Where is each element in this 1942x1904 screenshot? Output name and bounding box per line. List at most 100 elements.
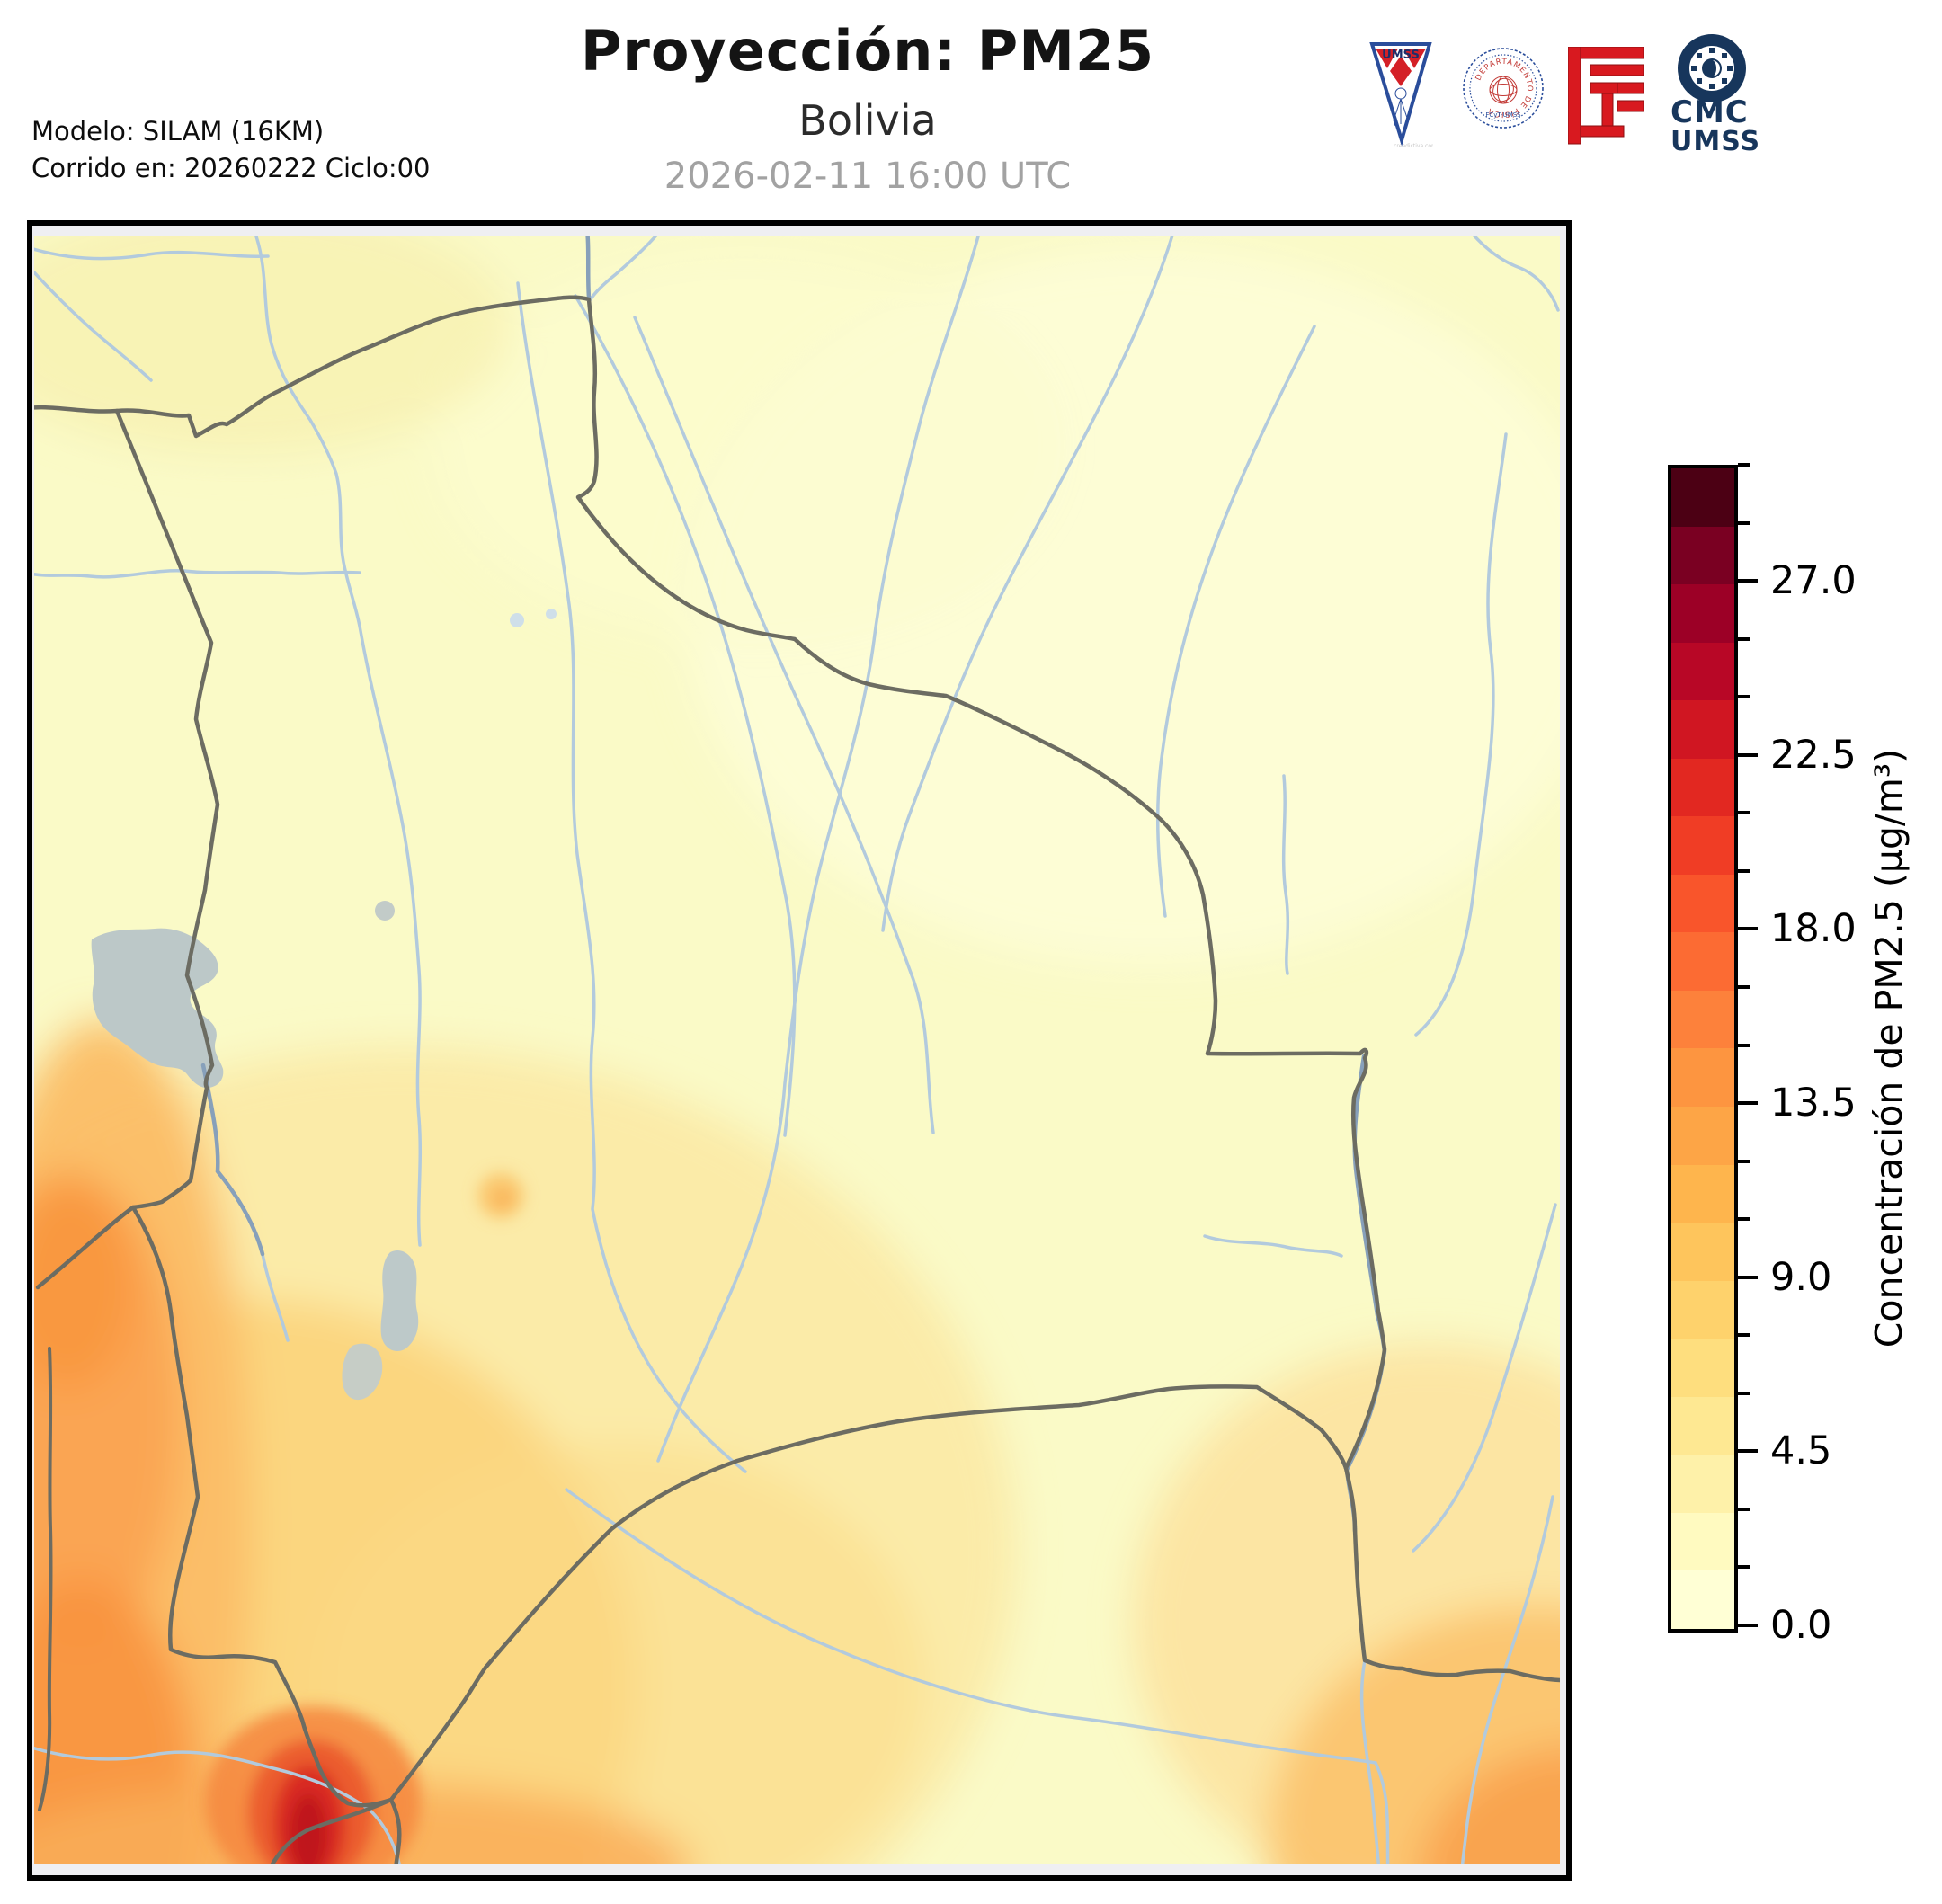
colorbar-tick-label: 18.0 (1770, 906, 1857, 952)
model-info: Modelo: SILAM (16KM) Corrido en: 2026022… (31, 113, 431, 187)
title-block: Proyección: PM25 Bolivia 2026-02-11 16:0… (328, 0, 1407, 197)
colorbar-major-tick (1738, 1101, 1758, 1106)
colorbar-minor-tick (1738, 1391, 1750, 1395)
seal-globe (1489, 76, 1518, 104)
border-argentina-south (388, 1797, 402, 1864)
seal-inner-ring (1469, 54, 1537, 122)
cmc-umss-logo (1678, 34, 1746, 102)
colorbar-minor-tick (1738, 1507, 1750, 1511)
colorbar (1668, 465, 1738, 1633)
colorbar-major-tick (1738, 1275, 1758, 1279)
border-fork-west (35, 1205, 136, 1290)
colorbar-ticks: 0.0 4.5 9.0 13.5 18.0 22.5 27.0 (1738, 463, 1942, 1648)
colorbar-major-tick (1738, 1449, 1758, 1454)
pennant-red-diamond (1390, 56, 1412, 86)
colorbar-segment (1671, 584, 1734, 643)
cmc-rays (1691, 48, 1733, 89)
colorbar-axis-label: Concentración de PM2.5 (µg/m³) (1867, 748, 1911, 1348)
colorbar-segment (1671, 1396, 1734, 1455)
colorbar-segment (1671, 1455, 1734, 1513)
colorbar-major-tick (1738, 927, 1758, 931)
cmc-center-moon (1712, 60, 1720, 76)
colorbar-segment (1671, 1570, 1734, 1629)
colorbar-minor-tick (1738, 1217, 1750, 1222)
colorbar-segment (1671, 700, 1734, 759)
umss-pennant-logo: UMSS creadictiva.com (1369, 42, 1433, 149)
rivers (34, 236, 1560, 1864)
colorbar-segment (1671, 758, 1734, 817)
model-name: Modelo: SILAM (16KM) (31, 116, 325, 147)
colorbar-segment (1671, 874, 1734, 933)
colorbar-minor-tick (1738, 636, 1750, 641)
colorbar-segment (1671, 1280, 1734, 1339)
salar-de-coipasa (375, 901, 395, 921)
colorbar-segment (1671, 1223, 1734, 1281)
red-bars (1568, 47, 1644, 145)
departamento-fisica-seal: DEPARTAMENTO DE FÍSICA FCyT-UMSS (1463, 48, 1544, 129)
colorbar-segment (1671, 1339, 1734, 1397)
colorbar-tick-label: 9.0 (1770, 1254, 1832, 1300)
colorbar-major-tick (1738, 579, 1758, 583)
border-chile-argentina (270, 1797, 394, 1864)
seal-subtitle: FCyT-UMSS (1485, 111, 1521, 119)
colorbar-segment (1671, 526, 1734, 585)
pm25-concentration-field (34, 236, 1560, 1864)
border-coastal (38, 1347, 53, 1811)
small-lake (546, 609, 557, 619)
colorbar-segment (1671, 642, 1734, 701)
border-bolivia-argentina (388, 1665, 488, 1802)
fcyt-red-mark-logo (1568, 47, 1644, 145)
colorbar-minor-tick (1738, 984, 1750, 989)
colorbar-minor-tick (1738, 868, 1750, 873)
colorbar-segment (1671, 468, 1734, 527)
colorbar-minor-tick (1738, 1565, 1750, 1570)
umss-label: UMSS (1670, 125, 1761, 157)
colorbar-segment (1671, 932, 1734, 991)
colorbar-segment (1671, 816, 1734, 875)
map-svg (27, 220, 1572, 1881)
colorbar-segment (1671, 1107, 1734, 1165)
pennant-label: UMSS (1382, 49, 1420, 62)
country-borders (34, 295, 1560, 1864)
lake-poopo (380, 1250, 419, 1352)
colorbar-major-tick (1738, 752, 1758, 757)
pennant-outline (1369, 42, 1432, 147)
lakes (91, 609, 557, 1401)
colorbar-tick-label: 27.0 (1770, 558, 1857, 604)
forecast-datetime: 2026-02-11 16:00 UTC (664, 156, 1072, 197)
border-paraguay-argentina (1343, 1465, 1560, 1683)
cmc-umss-text: CMC UMSS (1670, 94, 1761, 157)
page-subtitle: Bolivia (798, 96, 937, 145)
colorbar-minor-tick (1738, 520, 1750, 525)
map-bolivia (27, 220, 1572, 1881)
colorbar-minor-tick (1738, 1333, 1750, 1338)
colorbar-tick-label: 4.5 (1770, 1428, 1832, 1474)
colorbar-segment (1671, 990, 1734, 1049)
small-lake (510, 613, 524, 627)
colorbar-major-tick (1738, 1624, 1758, 1627)
model-run: Corrido en: 20260222 Ciclo:00 (31, 153, 431, 184)
colorbar-tick-label: 13.5 (1770, 1081, 1857, 1126)
pennant-lineart (1393, 87, 1409, 127)
pennant-red-right (1403, 49, 1426, 68)
pennant-red-left (1376, 49, 1398, 68)
colorbar-tick-label: 22.5 (1770, 732, 1857, 778)
border-bolivia-paraguay (483, 1384, 1349, 1670)
border-bolivia-brazil-north (34, 295, 1387, 1471)
pennant-watermark: creadictiva.com (1394, 143, 1433, 149)
colorbar-segment (1671, 1512, 1734, 1571)
lake-titicaca (91, 928, 224, 1089)
map-frame (27, 220, 1572, 1881)
page-title: Proyección: PM25 (580, 18, 1155, 84)
colorbar-minor-tick (1738, 811, 1750, 815)
colorbar-minor-tick (1738, 1043, 1750, 1047)
colorbar-minor-tick (1738, 695, 1750, 699)
colorbar-tick-label: 0.0 (1770, 1603, 1832, 1648)
colorbar-segment (1671, 1048, 1734, 1108)
colorbar-segment (1671, 1164, 1734, 1223)
salar-de-uyuni (342, 1343, 383, 1401)
colorbar-minor-tick (1738, 463, 1750, 467)
cmc-label: CMC (1670, 94, 1749, 130)
colorbar-minor-tick (1738, 1159, 1750, 1163)
